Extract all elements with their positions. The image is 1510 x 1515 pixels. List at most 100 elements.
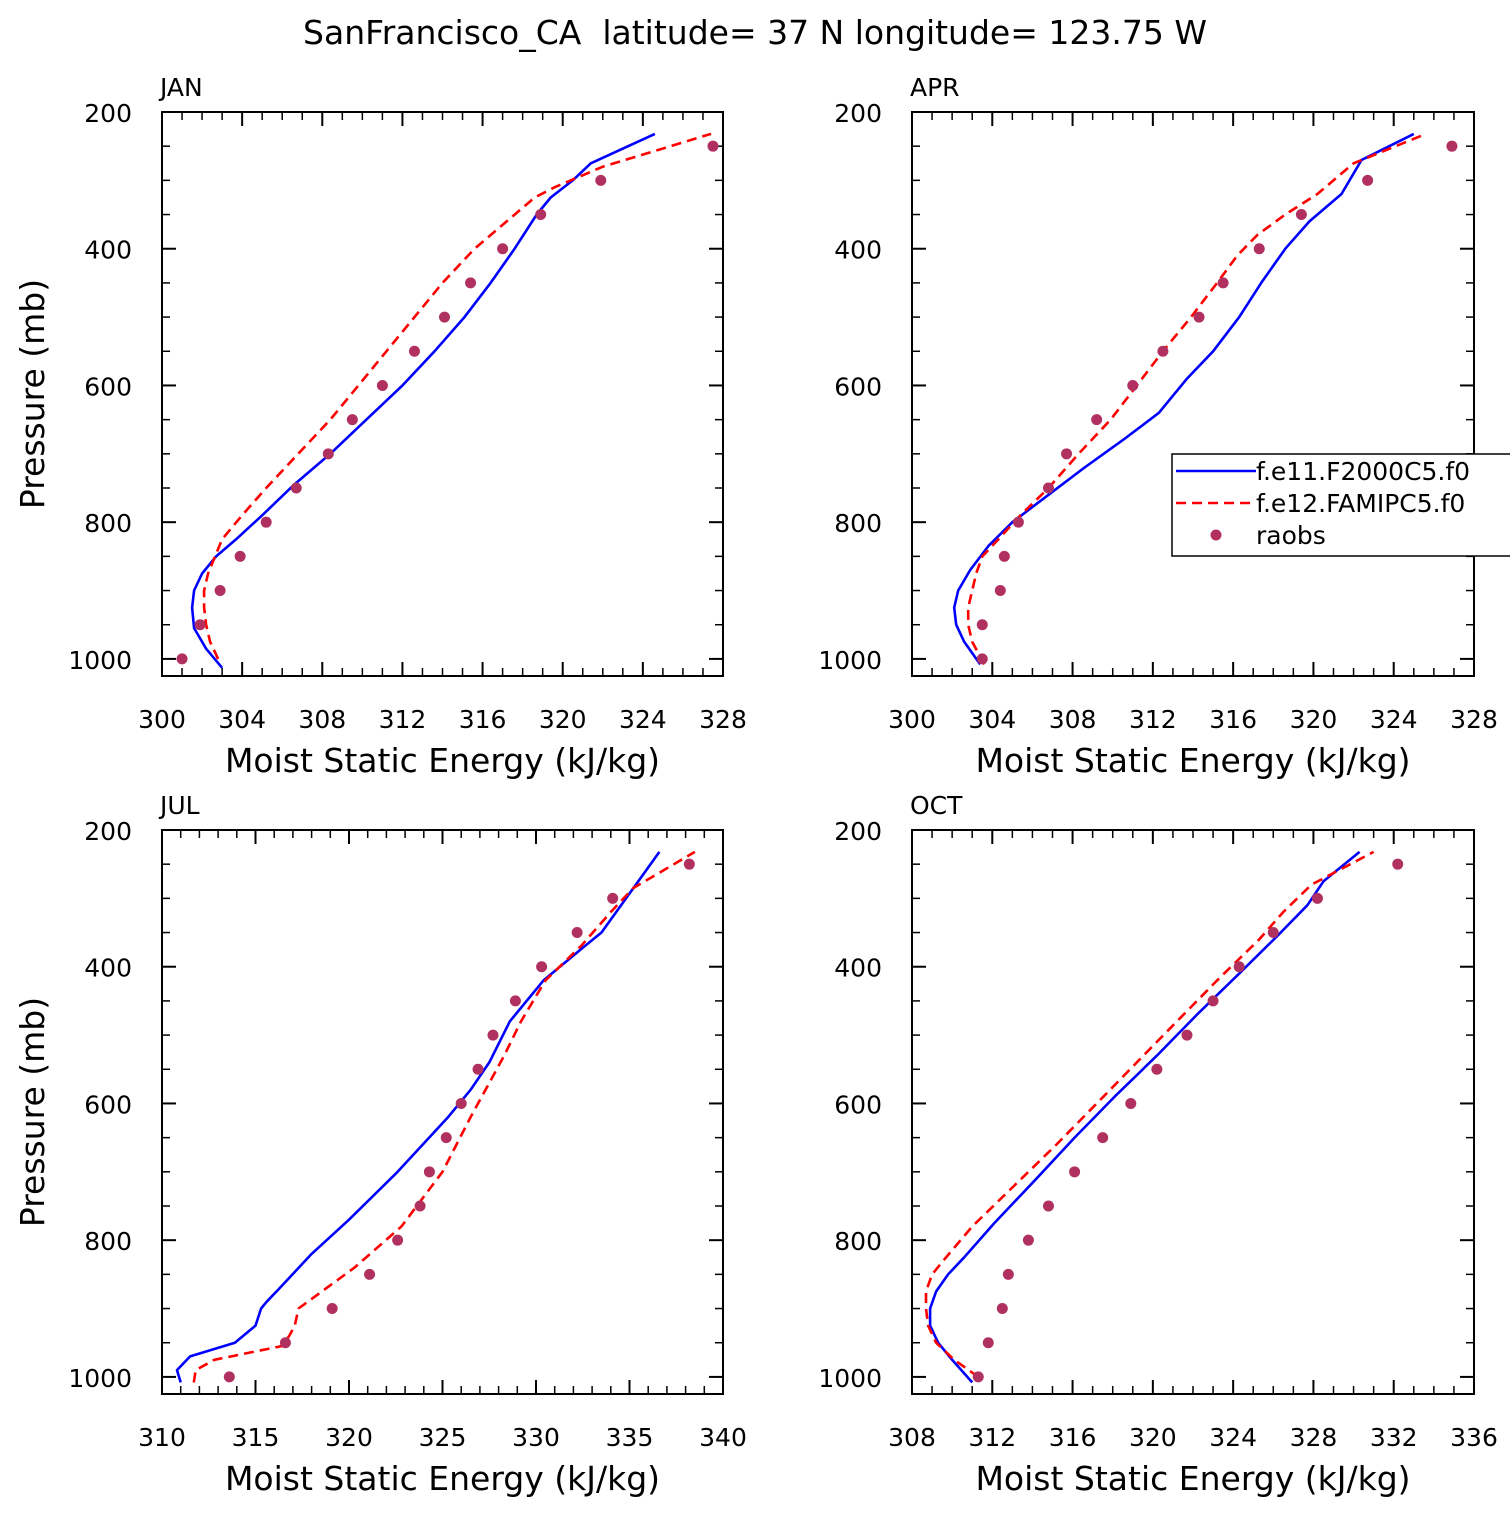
series-raobs — [972, 858, 1404, 1383]
panel-jan: 300 304 308 312 316 320 324 328 200 400 600 800 1000… — [13, 73, 747, 780]
x-axis-label: Moist Static Energy (kJ/kg) — [225, 1459, 660, 1498]
series-line-f2000c5 — [175, 851, 661, 1383]
panel-oct: 308 312 316 320 324 328 332 336 200 400 600 800 1000… — [818, 791, 1497, 1498]
raobs-point — [1012, 516, 1024, 528]
x-tick-label: 328 — [1290, 1423, 1338, 1452]
x-tick-label: 320 — [539, 705, 587, 734]
raobs-point — [214, 585, 226, 597]
x-tick-label: 304 — [968, 705, 1016, 734]
raobs-point — [440, 1132, 452, 1144]
raobs-point — [408, 345, 420, 357]
raobs-point — [439, 311, 451, 323]
y-tick-label: 600 — [84, 1090, 132, 1119]
raobs-point — [1042, 1200, 1054, 1212]
y-tick-label: 1000 — [818, 1364, 882, 1393]
raobs-point — [976, 653, 988, 665]
x-tick-label: 312 — [968, 1423, 1016, 1452]
x-axis-label: Moist Static Energy (kJ/kg) — [975, 741, 1410, 780]
series-raobs — [176, 140, 719, 665]
legend-label: f.e12.FAMIPC5.f0 — [1256, 489, 1465, 518]
x-tick-label: 324 — [619, 705, 667, 734]
raobs-point — [994, 585, 1006, 597]
raobs-point — [1193, 311, 1205, 323]
x-tick-label: 340 — [699, 1423, 747, 1452]
raobs-point — [290, 482, 302, 494]
legend: f.e11.F2000C5.f0 f.e12.FAMIPC5.f0 raobs — [1171, 453, 1510, 557]
y-tick-label: 400 — [834, 236, 882, 265]
raobs-point — [376, 379, 388, 391]
raobs-point — [1002, 1268, 1014, 1280]
raobs-point — [1097, 1132, 1109, 1144]
raobs-point — [234, 550, 246, 562]
raobs-point — [509, 995, 521, 1007]
y-tick-label: 200 — [834, 99, 882, 128]
raobs-point — [455, 1097, 467, 1109]
y-axis-label: Pressure (mb) — [13, 997, 52, 1227]
raobs-point — [1181, 1029, 1193, 1041]
raobs-point — [976, 619, 988, 631]
x-tick-label: 300 — [888, 705, 936, 734]
panel-label: APR — [910, 73, 960, 102]
raobs-point — [996, 1303, 1008, 1315]
raobs-point — [571, 927, 583, 939]
legend-label: f.e11.F2000C5.f0 — [1256, 457, 1470, 486]
raobs-point — [279, 1337, 291, 1349]
series-line-f2000c5 — [190, 132, 656, 669]
raobs-point — [346, 414, 358, 426]
raobs-point — [1311, 892, 1323, 904]
raobs-point — [1233, 961, 1245, 973]
y-tick-label: 600 — [834, 372, 882, 401]
raobs-point — [1069, 1166, 1081, 1178]
series-line-famipc5 — [192, 850, 696, 1383]
y-tick-label: 1000 — [818, 646, 882, 675]
x-tick-label: 312 — [1129, 705, 1177, 734]
raobs-point — [1207, 995, 1219, 1007]
x-tick-label: 328 — [699, 705, 747, 734]
plot-frame — [161, 829, 724, 1395]
raobs-point — [982, 1337, 994, 1349]
y-tick-label: 1000 — [68, 1364, 132, 1393]
series-raobs — [976, 140, 1458, 665]
x-tick-label: 312 — [379, 705, 427, 734]
y-axis-label: Pressure (mb) — [13, 279, 52, 509]
raobs-point — [1267, 927, 1279, 939]
raobs-point — [1392, 858, 1404, 870]
y-tick-label: 800 — [84, 509, 132, 538]
y-tick-label: 600 — [84, 372, 132, 401]
legend-label: raobs — [1256, 521, 1326, 550]
x-tick-label: 324 — [1209, 1423, 1257, 1452]
raobs-point — [1127, 379, 1139, 391]
x-tick-label: 316 — [1209, 705, 1257, 734]
series-line-f2000c5 — [952, 132, 1415, 666]
panel-label: JUL — [158, 791, 200, 820]
raobs-point — [683, 858, 695, 870]
raobs-point — [536, 961, 548, 973]
legend-marker — [1210, 529, 1222, 541]
panel-label: OCT — [910, 791, 963, 820]
x-tick-label: 324 — [1370, 705, 1418, 734]
series-raobs — [223, 858, 695, 1383]
raobs-point — [1446, 140, 1458, 152]
raobs-point — [487, 1029, 499, 1041]
raobs-point — [595, 174, 607, 186]
x-tick-label: 325 — [419, 1423, 467, 1452]
figure-title: SanFrancisco_CA latitude= 37 N longitude… — [303, 13, 1207, 52]
raobs-point — [535, 209, 547, 221]
raobs-point — [364, 1268, 376, 1280]
y-tick-label: 200 — [84, 99, 132, 128]
raobs-point — [472, 1063, 484, 1075]
x-tick-label: 336 — [1450, 1423, 1498, 1452]
raobs-point — [972, 1371, 984, 1383]
x-tick-label: 328 — [1450, 705, 1498, 734]
series-line-famipc5 — [966, 132, 1427, 666]
raobs-point — [1022, 1234, 1034, 1246]
series-line-famipc5 — [924, 850, 1375, 1378]
plot-area — [924, 850, 1404, 1384]
x-tick-label: 308 — [298, 705, 346, 734]
raobs-point — [392, 1234, 404, 1246]
y-tick-label: 400 — [84, 954, 132, 983]
y-tick-label: 800 — [84, 1227, 132, 1256]
series-line-f2000c5 — [928, 850, 1361, 1384]
plot-area — [952, 132, 1458, 666]
y-tick-label: 200 — [834, 817, 882, 846]
